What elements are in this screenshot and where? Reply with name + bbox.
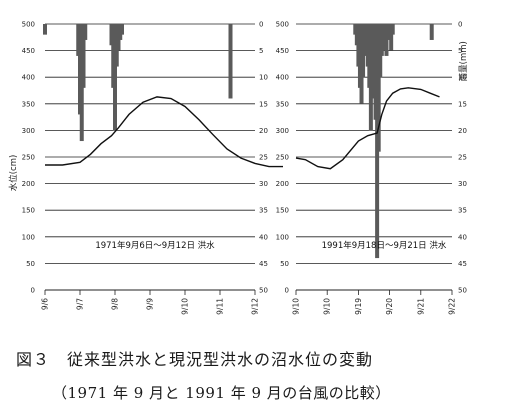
x-tick-label: 9/20: [385, 298, 394, 315]
rainfall-tick-label: 30: [458, 180, 467, 188]
x-tick-label: 9/10: [181, 298, 190, 315]
rainfall-tick-label: 40: [458, 233, 467, 241]
water-level-tick-label: 200: [22, 180, 35, 188]
water-level-tick-label: 150: [22, 207, 35, 215]
rainfall-bar: [81, 24, 86, 88]
rainfall-bar: [429, 24, 434, 40]
x-tick-label: 9/22: [448, 298, 457, 315]
water-level-tick-label: 100: [276, 233, 289, 241]
rainfall-tick-label: 5: [458, 47, 462, 55]
figure-caption-title: 図３ 従来型洪水と現況型洪水の沼水位の変動: [16, 350, 374, 369]
x-tick-label: 9/9: [146, 298, 155, 310]
water-level-tick-label: 0: [31, 287, 35, 295]
water-level-tick-label: 0: [285, 287, 289, 295]
rainfall-tick-label: 15: [259, 100, 268, 108]
water-level-tick-label: 300: [22, 127, 35, 135]
rainfall-bar: [390, 24, 395, 35]
water-level-line: [295, 87, 440, 170]
x-tick-label: 9/21: [416, 298, 425, 315]
rainfall-tick-label: 20: [458, 127, 467, 135]
water-level-tick-label: 200: [276, 180, 289, 188]
water-level-tick-label: 350: [276, 100, 289, 108]
rainfall-tick-label: 50: [458, 287, 467, 295]
rainfall-axis-title: 雨量(mm): [459, 41, 469, 81]
rainfall-tick-label: 5: [259, 47, 263, 55]
x-tick-label: 9/6: [41, 298, 50, 310]
rainfall-bar: [376, 24, 381, 152]
rainfall-tick-label: 45: [458, 260, 467, 268]
figure-caption-subtitle: （1971 年 9 月と 1991 年 9 月の台風の比較）: [52, 384, 391, 402]
water-level-line: [45, 96, 283, 168]
x-tick-label: 9/7: [76, 298, 85, 310]
water-level-tick-label: 300: [276, 127, 289, 135]
rainfall-bar: [83, 24, 88, 40]
x-tick-label: 9/12: [251, 298, 260, 315]
rainfall-tick-label: 35: [458, 207, 467, 215]
x-tick-label: 9/10: [292, 298, 301, 315]
rainfall-tick-label: 25: [458, 154, 467, 162]
rainfall-tick-label: 25: [259, 154, 268, 162]
rainfall-tick-label: 15: [458, 100, 467, 108]
water-level-tick-label: 50: [26, 260, 35, 268]
water-level-tick-label: 450: [22, 47, 35, 55]
rainfall-bar: [389, 24, 394, 51]
water-level-tick-label: 500: [276, 21, 289, 29]
x-tick-label: 9/10: [323, 298, 332, 315]
rainfall-tick-label: 50: [259, 287, 268, 295]
rainfall-bar: [43, 24, 47, 35]
rainfall-tick-label: 0: [259, 21, 263, 29]
water-level-tick-label: 250: [276, 154, 289, 162]
rainfall-bar: [228, 24, 233, 99]
water-level-tick-label: 150: [276, 207, 289, 215]
water-level-axis-title: 水位(cm): [8, 155, 19, 192]
flood-period-annotation: 1991年9月18日～9月21日 洪水: [322, 240, 447, 251]
water-level-tick-label: 400: [276, 74, 289, 82]
rainfall-tick-label: 10: [458, 74, 467, 82]
water-level-tick-label: 50: [280, 260, 289, 268]
rainfall-tick-label: 35: [259, 207, 268, 215]
water-level-tick-label: 100: [22, 233, 35, 241]
water-level-tick-label: 350: [22, 100, 35, 108]
x-tick-label: 9/11: [216, 298, 225, 315]
water-level-tick-label: 400: [22, 74, 35, 82]
rainfall-tick-label: 10: [259, 74, 268, 82]
rainfall-bar: [120, 24, 124, 35]
rainfall-tick-label: 30: [259, 180, 268, 188]
flood-period-annotation: 1971年9月6日～9月12日 洪水: [95, 240, 215, 251]
rainfall-tick-label: 0: [458, 21, 462, 29]
rainfall-tick-label: 40: [259, 233, 268, 241]
rainfall-tick-label: 20: [259, 127, 268, 135]
water-level-tick-label: 250: [22, 154, 35, 162]
water-level-tick-label: 450: [276, 47, 289, 55]
x-tick-label: 9/19: [354, 298, 363, 315]
water-level-tick-label: 500: [22, 21, 35, 29]
x-tick-label: 9/8: [111, 298, 120, 310]
rainfall-tick-label: 45: [259, 260, 268, 268]
rainfall-bar: [113, 24, 117, 131]
